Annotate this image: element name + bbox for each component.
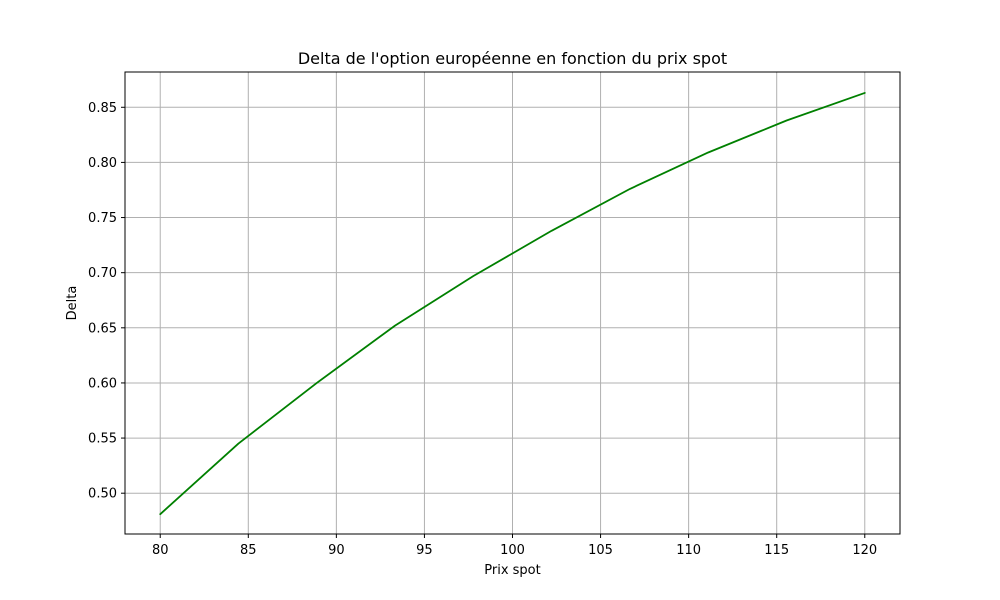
chart-title: Delta de l'option européenne en fonction… [298, 49, 727, 68]
x-tick-label: 80 [152, 543, 169, 558]
x-axis-label: Prix spot [484, 563, 540, 578]
x-tick-label: 105 [588, 543, 613, 558]
x-tick-label: 85 [240, 543, 257, 558]
x-tick-label: 120 [852, 543, 877, 558]
grid [125, 72, 900, 534]
y-axis-ticks: 0.50 0.55 0.60 0.65 0.70 0.75 0.80 0.85 [88, 101, 125, 502]
y-tick-label: 0.50 [88, 487, 117, 502]
x-tick-label: 110 [676, 543, 701, 558]
x-tick-label: 95 [416, 543, 433, 558]
y-tick-label: 0.85 [88, 101, 117, 116]
y-tick-label: 0.65 [88, 321, 117, 336]
y-axis-label: Delta [65, 286, 80, 321]
y-tick-label: 0.55 [88, 432, 117, 447]
series-layer [159, 92, 866, 516]
x-tick-label: 100 [500, 543, 525, 558]
x-tick-label: 115 [764, 543, 789, 558]
y-tick-label: 0.60 [88, 376, 117, 391]
delta-series-line [159, 92, 866, 516]
y-tick-label: 0.70 [88, 266, 117, 281]
x-axis-ticks: 80 85 90 95 100 105 110 115 120 [152, 534, 877, 558]
y-tick-label: 0.80 [88, 156, 117, 171]
x-tick-label: 90 [328, 543, 345, 558]
y-tick-label: 0.75 [88, 211, 117, 226]
